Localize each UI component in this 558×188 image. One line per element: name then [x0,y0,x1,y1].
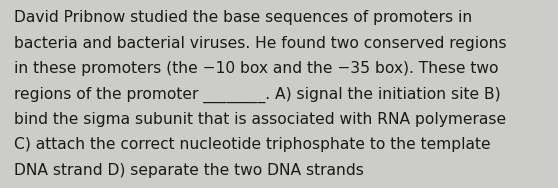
Text: David Pribnow studied the base sequences of promoters in: David Pribnow studied the base sequences… [14,10,472,25]
Text: regions of the promoter ________. A) signal the initiation site B): regions of the promoter ________. A) sig… [14,86,501,103]
Text: C) attach the correct nucleotide triphosphate to the template: C) attach the correct nucleotide triphos… [14,137,490,152]
Text: bacteria and bacterial viruses. He found two conserved regions: bacteria and bacterial viruses. He found… [14,36,507,51]
Text: in these promoters (the −10 box and the −35 box). These two: in these promoters (the −10 box and the … [14,61,498,76]
Text: bind the sigma subunit that is associated with RNA polymerase: bind the sigma subunit that is associate… [14,112,506,127]
Text: DNA strand D) separate the two DNA strands: DNA strand D) separate the two DNA stran… [14,163,364,178]
